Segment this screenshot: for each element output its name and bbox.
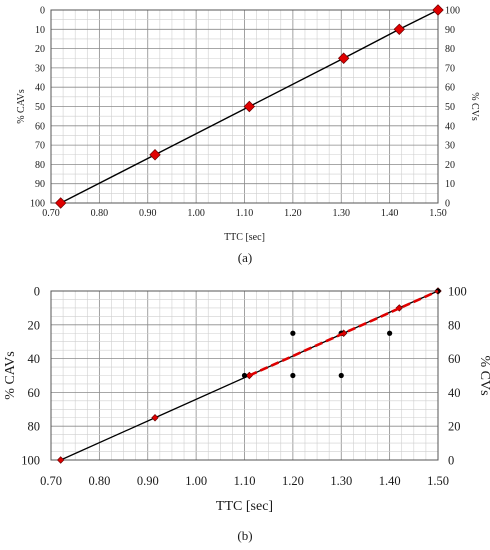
y-right-tick-label: 70	[445, 63, 455, 74]
figure-caption: (b)	[237, 528, 252, 543]
trend-line	[248, 289, 439, 377]
dot-marker	[290, 330, 296, 336]
diamond-marker	[151, 414, 159, 422]
diamond-marker	[149, 149, 161, 161]
x-tick-label: 1.50	[429, 208, 447, 219]
y-left-tick-label: 100	[30, 199, 45, 210]
x-tick-label: 0.70	[40, 474, 62, 488]
y-right-tick-label: 20	[448, 420, 461, 434]
y-left-tick-label: 20	[35, 44, 45, 55]
x-tick-label: 0.80	[91, 208, 109, 219]
x-tick-label: 1.40	[379, 474, 401, 488]
y-right-tick-label: 10	[445, 179, 455, 190]
y-left-tick-label: 60	[28, 386, 41, 400]
y-left-tick-label: 40	[35, 83, 45, 94]
x-tick-label: 1.20	[284, 208, 302, 219]
x-tick-label: 0.90	[139, 208, 157, 219]
series-line	[60, 9, 439, 204]
x-axis-label: TTC [sec]	[216, 499, 273, 514]
diamond-marker	[54, 197, 67, 209]
x-axis-label: TTC [sec]	[224, 232, 265, 243]
y-left-tick-label: 80	[28, 420, 41, 434]
x-tick-label: 0.80	[88, 474, 110, 488]
x-tick-label: 0.70	[42, 208, 60, 219]
x-tick-label: 1.50	[427, 474, 449, 488]
plot-frame	[50, 9, 439, 204]
chart-a: 0.70 0.80 0.90 1.00 1.10 1.20 1.30 1.40 1.500102…	[16, 4, 480, 265]
figure-caption: (a)	[238, 250, 252, 265]
plot-frame	[50, 290, 439, 461]
dot-marker	[290, 372, 296, 379]
dot-marker	[241, 372, 248, 379]
y-left-tick-label: 90	[35, 179, 45, 190]
y-right-tick-label: 20	[445, 160, 455, 171]
y-left-tick-label: 20	[28, 318, 41, 332]
x-tick-label: 1.00	[185, 474, 207, 488]
y-right-tick-label: 60	[448, 352, 461, 366]
y-right-tick-label: 100	[448, 285, 467, 299]
y-right-tick-label: 0	[445, 199, 450, 210]
x-tick-label: 1.10	[236, 208, 254, 219]
y-right-tick-label: 30	[445, 141, 455, 152]
x-tick-label: 1.30	[333, 208, 351, 219]
y-left-tick-label: 80	[35, 160, 45, 171]
diamond-marker	[56, 456, 65, 464]
series-0	[54, 4, 444, 209]
y-right-tick-label: 40	[448, 386, 461, 400]
dot-marker	[387, 330, 393, 336]
diamond-marker	[393, 23, 405, 35]
x-tick-label: 1.30	[330, 474, 352, 488]
y-right-tick-label: 80	[445, 44, 455, 55]
x-tick-label: 1.40	[381, 208, 399, 219]
y-left-tick-label: 70	[35, 141, 45, 152]
series-2	[248, 289, 439, 377]
y-right-tick-label: 100	[445, 6, 460, 17]
y-right-tick-label: 50	[445, 102, 455, 113]
y-left-tick-label: 0	[40, 6, 45, 17]
diamond-marker	[432, 4, 444, 16]
y-left-tick-label: 30	[35, 63, 45, 74]
diamond-marker	[243, 100, 256, 113]
x-tick-label: 1.00	[187, 208, 205, 219]
y-left-tick-label: 50	[35, 102, 45, 113]
y-left-tick-label: 60	[35, 121, 45, 132]
y-right-tick-label: 40	[445, 121, 455, 132]
gridlines	[50, 9, 439, 204]
chart-b: 0.70 0.80 0.90 1.00 1.10 1.20 1.30 1.40 1.50 0 20 4…	[3, 285, 490, 544]
y-right-tick-label: 0	[448, 454, 454, 468]
y-right-tick-label: 60	[445, 83, 455, 94]
y-left-axis-label: % CAVs	[16, 89, 27, 124]
y-right-axis-label: % CVs	[469, 92, 480, 121]
y-left-tick-label: 40	[28, 352, 41, 366]
y-left-axis-label: % CAVs	[3, 351, 18, 399]
x-tick-label: 1.10	[234, 474, 256, 488]
diamond-marker	[337, 52, 350, 64]
dot-marker	[338, 372, 344, 379]
y-left-tick-label: 10	[35, 25, 45, 36]
y-left-tick-label: 0	[34, 285, 40, 299]
y-right-axis-label: % CVs	[477, 355, 490, 395]
y-left-tick-label: 100	[21, 454, 40, 468]
y-right-tick-label: 80	[448, 318, 461, 332]
x-tick-label: 1.20	[282, 474, 304, 488]
y-right-tick-label: 90	[445, 25, 455, 36]
x-tick-label: 0.90	[137, 474, 159, 488]
